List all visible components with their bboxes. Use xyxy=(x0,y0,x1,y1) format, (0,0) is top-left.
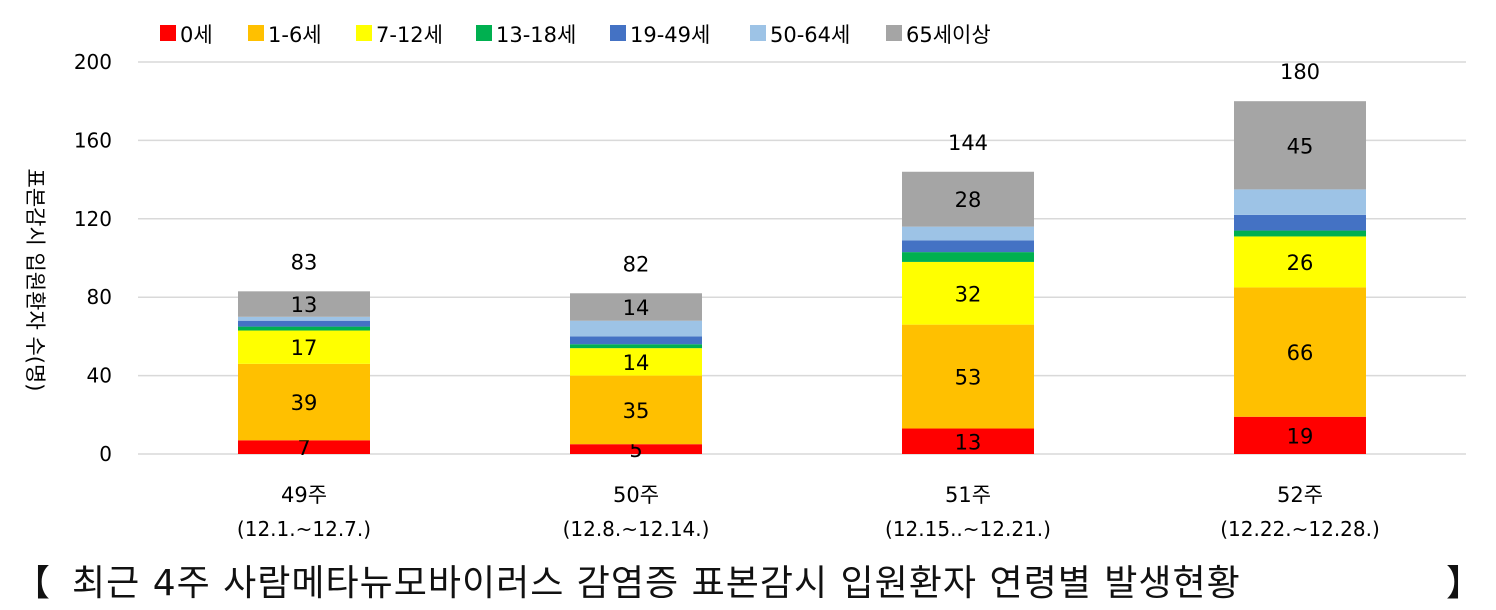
legend-swatch xyxy=(750,25,766,41)
legend-swatch xyxy=(886,25,902,41)
x-tick-sublabel: (12.15..~12.21.) xyxy=(885,517,1051,541)
total-label: 83 xyxy=(291,250,318,274)
bar-segment xyxy=(570,293,702,321)
bar-segment xyxy=(570,320,702,337)
data-label: 53 xyxy=(955,366,982,390)
stacked-bar-chart: 0 40 80 120 160 200 표본감시 입원환자 수(명) 7 39 17 13 83 49주… xyxy=(23,23,1466,541)
data-label: 14 xyxy=(623,296,650,320)
bar-segment xyxy=(570,348,702,376)
total-label: 144 xyxy=(948,131,988,155)
bar-segment xyxy=(570,375,702,445)
legend-label: 50-64세 xyxy=(770,23,850,47)
bar-segment xyxy=(238,316,370,321)
x-tick-sublabel: (12.1.~12.7.) xyxy=(237,517,371,541)
x-tick-label: 52주 xyxy=(1277,483,1323,507)
data-label: 14 xyxy=(623,351,650,375)
bar-segment xyxy=(238,291,370,317)
bar-segment xyxy=(238,320,370,327)
legend-swatch xyxy=(248,25,264,41)
data-label: 66 xyxy=(1287,341,1314,365)
bar-segment xyxy=(570,444,702,454)
x-tick-sublabel: (12.8.~12.14.) xyxy=(563,517,710,541)
y-tick-label: 200 xyxy=(74,50,112,74)
legend-label: 7-12세 xyxy=(376,23,443,47)
y-tick-label: 0 xyxy=(99,442,112,466)
bar-segment xyxy=(238,326,370,331)
y-tick-label: 160 xyxy=(74,128,112,152)
caption-text: 최근 4주 사람메타뉴모바이러스 감염증 표본감시 입원환자 연령별 발생현황 xyxy=(72,563,1241,604)
data-label: 17 xyxy=(291,336,318,360)
x-tick-label: 50주 xyxy=(613,483,659,507)
bar-segment xyxy=(1234,230,1366,237)
y-tick-label: 120 xyxy=(74,207,112,231)
caption-close-bracket: 】 xyxy=(1445,563,1482,604)
total-label: 82 xyxy=(623,252,650,276)
x-tick-label: 51주 xyxy=(945,483,991,507)
bar-segment xyxy=(902,226,1034,241)
data-label: 13 xyxy=(291,293,318,317)
data-label: 35 xyxy=(623,399,650,423)
data-label: 26 xyxy=(1287,251,1314,275)
legend-label: 13-18세 xyxy=(496,23,576,47)
bar-segment xyxy=(902,171,1034,227)
data-label: 7 xyxy=(297,436,310,460)
data-label: 28 xyxy=(955,188,982,212)
legend-label: 0세 xyxy=(180,23,213,47)
chart-caption: 【 최근 4주 사람메타뉴모바이러스 감염증 표본감시 입원환자 연령별 발생현… xyxy=(0,552,1496,608)
caption-open-bracket: 【 xyxy=(14,563,51,604)
bar-segment xyxy=(1234,287,1366,417)
legend-label: 65세이상 xyxy=(906,23,991,47)
bar-segment xyxy=(902,261,1034,325)
data-label: 32 xyxy=(955,282,982,306)
legend-label: 19-49세 xyxy=(630,23,710,47)
total-label: 180 xyxy=(1280,60,1320,84)
legend-swatch xyxy=(610,25,626,41)
legend-swatch xyxy=(160,25,176,41)
data-label: 45 xyxy=(1287,134,1314,158)
y-tick-label: 40 xyxy=(87,364,112,388)
bar-segment xyxy=(902,324,1034,429)
bar-segment xyxy=(238,363,370,441)
bar-segment xyxy=(902,240,1034,253)
bar-segment xyxy=(1234,236,1366,288)
data-label: 19 xyxy=(1287,424,1314,448)
data-label: 39 xyxy=(291,391,318,415)
bar-segment xyxy=(1234,101,1366,190)
legend-label: 1-6세 xyxy=(268,23,322,47)
bar-segment xyxy=(570,336,702,345)
bar-segment xyxy=(902,428,1034,454)
legend-swatch xyxy=(356,25,372,41)
bar-segment xyxy=(902,252,1034,262)
x-tick-label: 49주 xyxy=(281,483,327,507)
y-tick-label: 80 xyxy=(87,285,112,309)
x-tick-sublabel: (12.22.~12.28.) xyxy=(1220,517,1380,541)
y-axis-label: 표본감시 입원환자 수(명) xyxy=(23,169,47,392)
bar-segment xyxy=(1234,214,1366,231)
legend-swatch xyxy=(476,25,492,41)
bar-segment xyxy=(1234,416,1366,454)
bar-segment xyxy=(238,440,370,454)
bar-segment xyxy=(238,330,370,364)
bar-segment xyxy=(1234,189,1366,215)
data-label: 13 xyxy=(955,430,982,454)
bar-segment xyxy=(570,344,702,349)
